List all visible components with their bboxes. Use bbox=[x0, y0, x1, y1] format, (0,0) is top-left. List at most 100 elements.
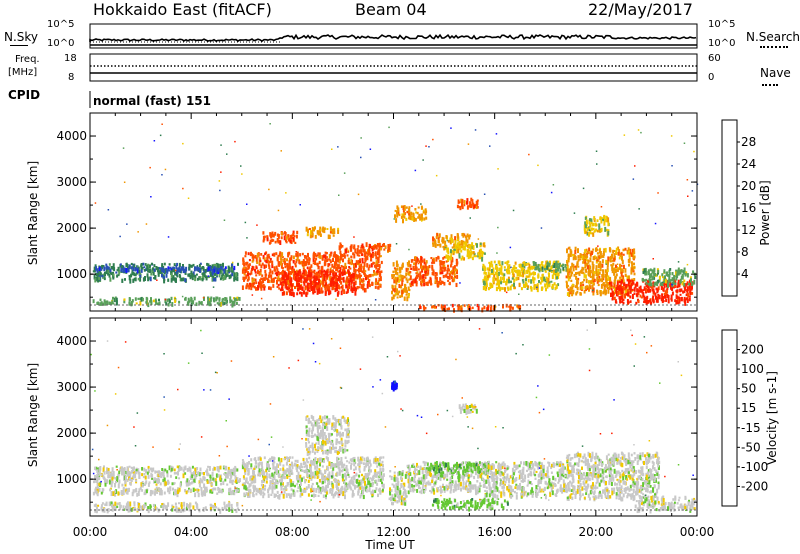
power-cell bbox=[330, 281, 333, 284]
velocity-cell bbox=[141, 467, 144, 471]
power-cell bbox=[175, 265, 178, 270]
power-cell bbox=[333, 230, 336, 234]
power-cell bbox=[662, 287, 665, 292]
power-cell bbox=[588, 232, 590, 237]
power-cell bbox=[364, 256, 367, 262]
power-cell bbox=[522, 272, 524, 276]
power-cell bbox=[615, 250, 618, 254]
power-cell bbox=[337, 229, 340, 234]
power-cell bbox=[361, 253, 364, 256]
power-cell bbox=[569, 252, 572, 258]
power-cell bbox=[332, 257, 334, 262]
power-cell bbox=[414, 278, 417, 284]
power-cell bbox=[441, 280, 444, 284]
power-cell bbox=[667, 299, 670, 304]
power-cell bbox=[346, 277, 348, 282]
power-noise bbox=[671, 165, 673, 167]
power-cell bbox=[479, 242, 482, 247]
velocity-cell bbox=[324, 489, 327, 494]
power-cell bbox=[213, 266, 216, 270]
power-cell bbox=[178, 274, 181, 277]
power-cell bbox=[251, 259, 254, 263]
velocity-cell bbox=[308, 456, 311, 460]
power-cell bbox=[391, 290, 393, 295]
power-cell bbox=[120, 267, 123, 272]
nsearch-tick-top: 10^5 bbox=[708, 19, 736, 30]
power-noise bbox=[277, 209, 280, 212]
power-cell bbox=[555, 284, 558, 289]
power-cell bbox=[304, 271, 307, 276]
power-cell bbox=[291, 265, 294, 269]
power-cell bbox=[294, 241, 297, 244]
power-cell bbox=[417, 268, 420, 271]
velocity-cell bbox=[129, 471, 132, 475]
power-cell bbox=[617, 251, 620, 256]
power-cell bbox=[321, 227, 324, 233]
power-cell bbox=[360, 278, 363, 283]
power-cell bbox=[192, 263, 195, 267]
power-cell bbox=[244, 255, 247, 258]
power-cell bbox=[374, 282, 377, 285]
velocity-cell bbox=[262, 488, 265, 491]
power-cell bbox=[323, 284, 326, 287]
power-cell bbox=[326, 286, 329, 292]
power-cell bbox=[615, 247, 618, 251]
power-cell bbox=[247, 252, 250, 256]
power-cell bbox=[281, 289, 284, 292]
power-cell bbox=[233, 278, 236, 282]
power-cell bbox=[322, 275, 325, 278]
power-cell bbox=[378, 270, 381, 276]
power-cell bbox=[169, 266, 172, 269]
power-cell bbox=[676, 285, 679, 289]
power-cell bbox=[661, 299, 664, 304]
power-cell bbox=[161, 267, 164, 273]
power-cell bbox=[283, 231, 286, 235]
power-cell bbox=[683, 298, 686, 303]
velocity-cell bbox=[198, 508, 201, 513]
power-cell bbox=[621, 291, 624, 296]
power-cell bbox=[170, 277, 173, 283]
power-cell bbox=[358, 267, 360, 271]
power-cell bbox=[374, 265, 376, 268]
power-cell bbox=[260, 277, 263, 281]
power-cell bbox=[144, 263, 147, 266]
velocity-cell bbox=[110, 501, 113, 506]
power-cell bbox=[336, 260, 339, 263]
power-cell bbox=[409, 214, 412, 217]
power-cell bbox=[342, 276, 345, 282]
velocity-cell bbox=[175, 472, 178, 475]
power-cell bbox=[105, 271, 108, 275]
power-cell bbox=[525, 275, 528, 279]
power-cell bbox=[103, 266, 106, 272]
power-cell bbox=[579, 270, 582, 273]
power-cell bbox=[589, 265, 592, 270]
power-cell bbox=[278, 277, 281, 282]
power-cell bbox=[303, 272, 306, 277]
power-cell bbox=[130, 301, 133, 306]
power-cell bbox=[97, 271, 100, 276]
velocity-cell bbox=[186, 478, 189, 483]
power-cell bbox=[399, 278, 402, 282]
power-cell bbox=[565, 280, 568, 283]
power-cell bbox=[245, 261, 248, 265]
power-cell bbox=[527, 262, 530, 265]
power-cell bbox=[676, 271, 679, 276]
power-cell bbox=[400, 215, 403, 219]
power-cell bbox=[582, 283, 585, 286]
power-cell bbox=[283, 279, 286, 283]
power-cell bbox=[319, 255, 322, 260]
power-cell bbox=[300, 279, 303, 284]
power-cell bbox=[424, 211, 427, 216]
power-cell bbox=[325, 252, 328, 255]
power-cell bbox=[498, 260, 501, 266]
power-cell bbox=[378, 283, 381, 286]
power-cell bbox=[280, 264, 283, 269]
power-noise bbox=[686, 263, 689, 266]
power-cell bbox=[233, 272, 236, 277]
power-cell bbox=[364, 288, 367, 293]
power-cell bbox=[248, 284, 251, 290]
power-cell bbox=[375, 264, 378, 270]
power-cell bbox=[170, 267, 173, 271]
velocity-cell bbox=[96, 486, 99, 489]
